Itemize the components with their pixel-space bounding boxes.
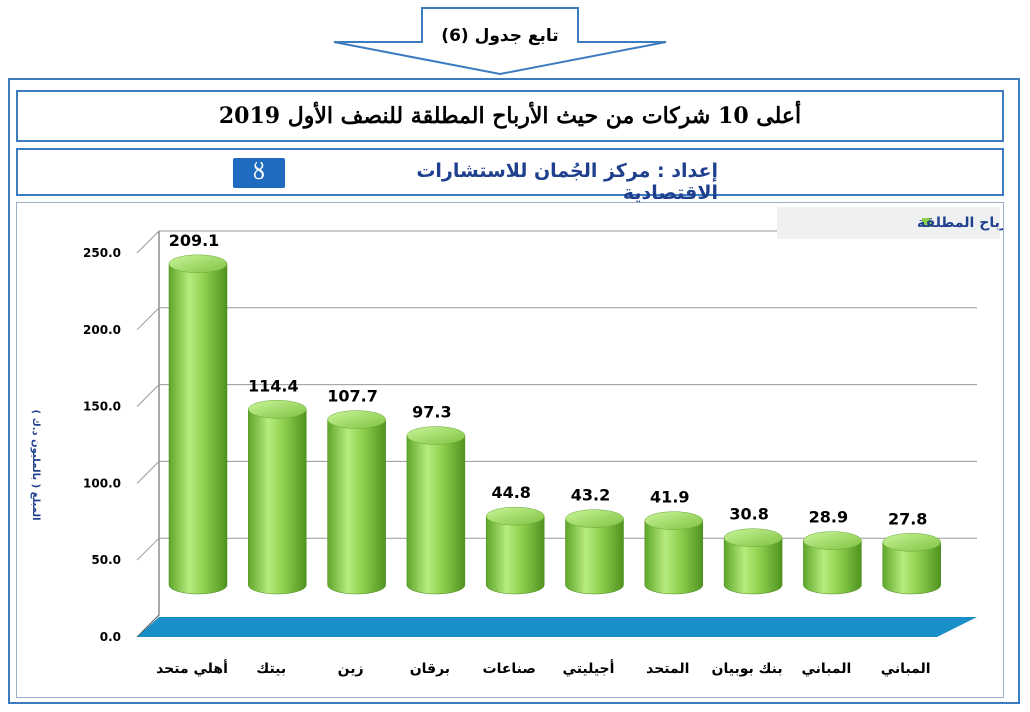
category-label: بنك بوبيان	[712, 661, 783, 677]
category-label: أجيليتي	[563, 659, 615, 677]
arrow-banner	[333, 7, 667, 76]
gridline	[136, 230, 977, 254]
category-label: المباني	[801, 661, 851, 677]
legend-label: الأرباح المطلقة	[917, 214, 1003, 231]
y-tick-label: 100.0	[83, 476, 121, 490]
category-label: المباني	[881, 661, 931, 677]
gridline	[136, 460, 977, 484]
data-label: 41.9	[650, 488, 689, 507]
chart-area: 0.0 50.0 100.0 150.0 200.0 250.0 209.1 أهلي مت…	[16, 202, 1023, 698]
bar	[485, 506, 545, 595]
data-label: 43.2	[571, 486, 610, 505]
y-tick-label: 150.0	[83, 400, 121, 414]
bar	[327, 410, 386, 595]
subtitle-box: ȣ إعداد : مركز الجُمان للاستشارات الاقتص…	[16, 148, 1004, 204]
bar	[565, 509, 624, 595]
axis-wall	[136, 231, 160, 638]
brand-logo-icon: ȣ	[233, 158, 285, 188]
data-label: 28.9	[809, 508, 848, 527]
bar	[168, 254, 228, 595]
title-box: أعلى 10 شركات من حيث الأرباح المطلقة للن…	[16, 90, 1004, 142]
bar	[406, 426, 466, 595]
category-label: برقان	[410, 661, 450, 677]
bar	[644, 511, 704, 595]
bar	[882, 533, 941, 595]
y-tick-label: 0.0	[100, 630, 121, 644]
y-tick-label: 200.0	[83, 323, 121, 337]
bar	[803, 531, 862, 595]
gridline	[136, 384, 977, 407]
gridline	[136, 537, 977, 561]
y-tick-label: 50.0	[91, 553, 121, 567]
gridline	[136, 307, 977, 331]
bar	[248, 400, 307, 595]
y-axis-label: المبلغ ( بالمليون د.ك )	[30, 410, 41, 521]
category-label: أهلي متحد	[156, 659, 228, 677]
y-tick-label: 250.0	[83, 246, 121, 260]
banner-label: تابع جدول (6)	[441, 26, 559, 46]
outer-frame	[8, 78, 1020, 704]
chart-floor	[137, 617, 977, 637]
data-label: 97.3	[412, 403, 451, 422]
page-title: أعلى 10 شركات من حيث الأرباح المطلقة للن…	[218, 103, 802, 129]
data-label: 114.4	[248, 376, 299, 395]
data-label: 107.7	[327, 387, 378, 406]
legend-swatch	[922, 218, 931, 227]
category-label: بيتك	[256, 661, 286, 677]
subtitle: إعداد : مركز الجُمان للاستشارات الاقتصاد…	[416, 160, 718, 204]
data-label: 30.8	[729, 505, 768, 524]
category-label: المتحد	[646, 661, 689, 677]
data-label: 44.8	[491, 483, 530, 502]
legend-box	[777, 207, 1000, 239]
bar	[723, 528, 783, 595]
category-label: صناعات	[483, 661, 536, 677]
data-label: 27.8	[888, 509, 927, 528]
data-label: 209.1	[169, 231, 220, 250]
bar-chart: 0.0 50.0 100.0 150.0 200.0 250.0 209.1 أهلي مت…	[30, 207, 1023, 677]
category-label: زين	[338, 661, 364, 677]
